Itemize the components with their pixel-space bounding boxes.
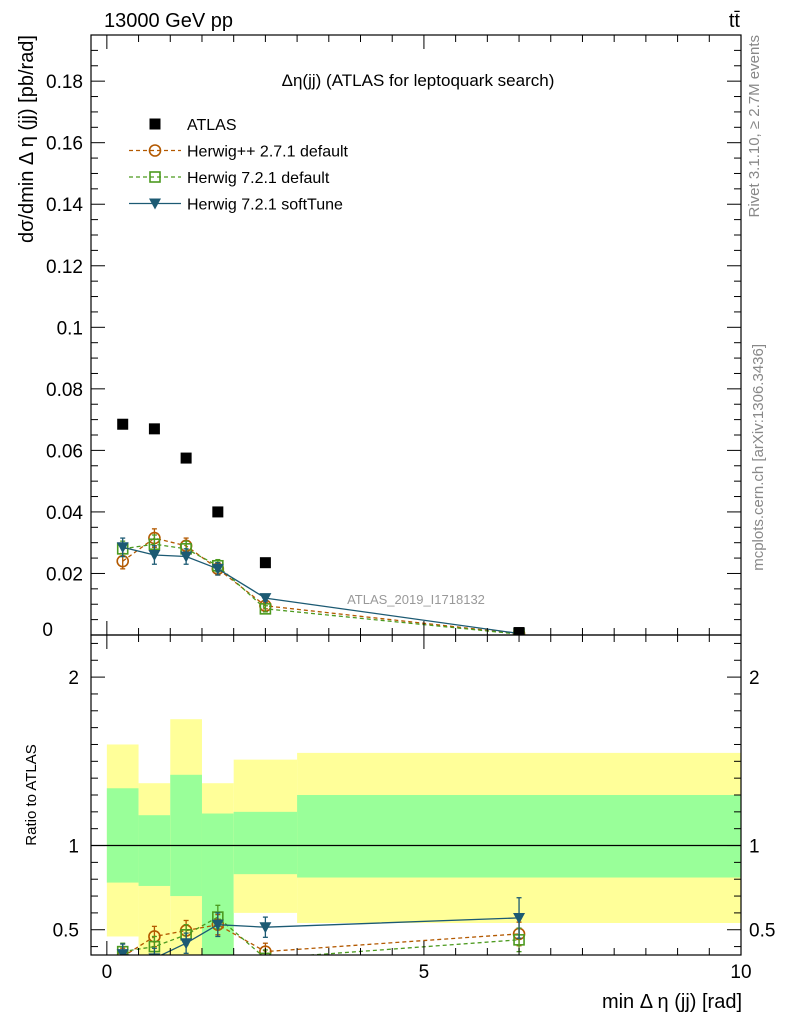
ratio-y-tick-label: 2 [68, 668, 79, 689]
main-y-tick-label: 0.16 [46, 134, 83, 155]
ratio-y-tick-label: 0.5 [749, 921, 775, 942]
main-y-tick-label: 0.06 [46, 441, 83, 462]
main-y-tick-label: 0.04 [46, 503, 83, 524]
ratio-band-green [138, 815, 171, 886]
main-point-herwig-7-2-1-softtune [211, 563, 224, 575]
legend-marker [149, 118, 161, 130]
ratio-y-tick-label: 0.5 [53, 921, 79, 942]
ratio-point-herwig-2-7-1-default [259, 945, 272, 955]
ratio-band-green [233, 811, 298, 875]
main-y-tick-label: 0.1 [57, 318, 83, 339]
main-point-atlas [148, 423, 160, 435]
watermark-label: ATLAS_2019_I1718132 [347, 592, 485, 607]
main-point-herwig-7-2-1-softtune [180, 551, 193, 563]
legend-marker [149, 198, 161, 210]
ratio-point-herwig-7-2-1-softtune [116, 949, 129, 955]
rivet-version-label: Rivet 3.1.10, ≥ 2.7M events [746, 35, 763, 218]
main-y-tick-label: 0 [42, 620, 53, 641]
main-point-atlas [259, 557, 271, 569]
ratio-point-herwig-7-2-1-softtune [180, 938, 193, 950]
ratio-line-herwig-7-2-1-softtune [122, 917, 520, 955]
main-point-herwig-7-2-1-softtune [259, 593, 272, 605]
main-point-atlas [212, 506, 224, 518]
main-y-tick-label: 0.12 [46, 257, 83, 278]
x-tick-label: 10 [730, 962, 751, 983]
ratio-uncertainty-bands [91, 719, 741, 955]
legend-label: Herwig++ 2.7.1 default [187, 144, 349, 161]
x-tick-label: 0 [102, 962, 113, 983]
main-series-layer [116, 418, 526, 635]
main-line-herwig-7-2-1-softtune [122, 546, 520, 635]
ratio-band-green [297, 795, 741, 878]
x-tick-label: 5 [419, 962, 430, 983]
main-y-axis-label: dσ/dmin Δ η (jj) [pb/rad] [16, 35, 38, 243]
main-y-tick-label: 0.08 [46, 380, 83, 401]
ratio-y-tick-label: 2 [749, 668, 760, 689]
x-axis-label: min Δ η (jj) [rad] [602, 991, 742, 1013]
main-point-atlas [117, 418, 129, 430]
main-line-herwig-7-2-1-default [122, 543, 520, 635]
legend-label: Herwig 7.2.1 softTune [187, 197, 343, 214]
ratio-y-tick-label: 1 [749, 837, 760, 858]
ratio-y-tick-label: 1 [68, 837, 79, 858]
main-point-herwig-7-2-1-softtune [116, 542, 129, 554]
mcplots-source-label: mcplots.cern.ch [arXiv:1306.3436] [750, 344, 767, 571]
main-y-tick-label: 0.02 [46, 564, 83, 585]
legend-marker [148, 144, 162, 157]
legend: ATLAS Herwig++ 2.7.1 default Herwig 7.2.1 … [129, 117, 349, 214]
main-y-tick-label: 0.14 [46, 195, 83, 216]
legend-label: ATLAS [187, 117, 237, 134]
main-line-herwig-2-7-1-default [122, 537, 520, 635]
axis-ticks [91, 34, 742, 955]
legend-marker [149, 171, 161, 183]
ratio-series-layer [116, 897, 526, 955]
ratio-y-axis-label: Ratio to ATLAS [23, 744, 40, 845]
main-point-herwig-7-2-1-softtune [148, 550, 161, 561]
ratio-point-herwig-7-2-1-softtune [211, 919, 224, 931]
ratio-band-green [106, 788, 139, 883]
ratio-line-herwig-7-2-1-default [122, 916, 520, 955]
ratio-point-herwig-7-2-1-softtune [259, 922, 272, 934]
legend-label: Herwig 7.2.1 default [187, 170, 330, 187]
main-chart-title: Δη(jj) (ATLAS for leptoquark search) [282, 71, 555, 90]
energy-label: 13000 GeV pp [104, 10, 233, 32]
main-y-tick-label: 0.18 [46, 72, 83, 93]
ratio-point-herwig-7-2-1-softtune [513, 912, 526, 924]
ratio-band-green [170, 774, 202, 897]
main-point-atlas [180, 452, 192, 464]
process-label: tt̄ [729, 10, 741, 32]
